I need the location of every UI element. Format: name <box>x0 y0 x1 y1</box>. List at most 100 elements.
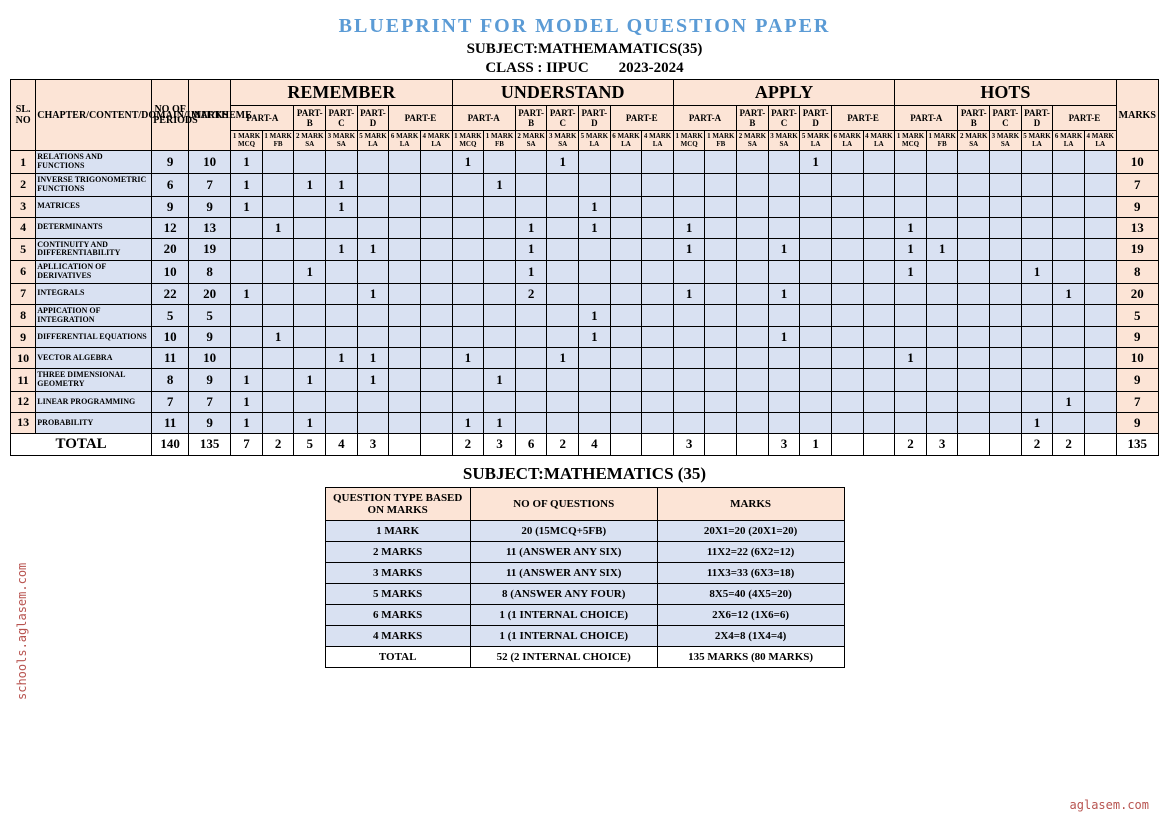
hdr-sub: 5 MARK LA <box>357 131 389 151</box>
cell-periods: 7 <box>152 391 189 412</box>
total-cell <box>958 433 990 455</box>
cell-data <box>420 173 452 196</box>
cell-data <box>420 217 452 238</box>
cell-data <box>831 327 863 348</box>
cell-data <box>926 151 958 174</box>
class-line: CLASS : IIPUC 2023-2024 <box>10 60 1159 77</box>
hdr-part: PART-E <box>610 106 673 131</box>
cell-data <box>1084 304 1116 327</box>
cell-data <box>705 173 737 196</box>
cell-sl: 11 <box>11 369 36 392</box>
cell-data <box>357 196 389 217</box>
hdr-sub: 6 MARK LA <box>610 131 642 151</box>
cell-data <box>1053 261 1085 284</box>
cell-data <box>515 327 547 348</box>
cell-data <box>673 391 705 412</box>
cell-data <box>926 391 958 412</box>
cell-data <box>990 348 1022 369</box>
cell-data <box>895 304 927 327</box>
cell-data <box>484 196 516 217</box>
cell-total: 9 <box>1116 327 1158 348</box>
hdr-sub: 5 MARK LA <box>579 131 611 151</box>
cell-data <box>357 173 389 196</box>
cell-data <box>420 151 452 174</box>
summary-cell: 4 MARKS <box>325 625 470 646</box>
summary-cell: 6 MARKS <box>325 604 470 625</box>
cell-chapter: APPICATION OF INTEGRATION <box>36 304 152 327</box>
cell-chapter: MATRICES <box>36 196 152 217</box>
hdr-sub: 1 MARK MCQ <box>452 131 484 151</box>
cell-data <box>547 217 579 238</box>
cell-data <box>863 348 895 369</box>
cell-data <box>1084 217 1116 238</box>
cell-data <box>579 369 611 392</box>
cell-data <box>895 412 927 433</box>
cell-data <box>673 173 705 196</box>
cell-data <box>357 412 389 433</box>
cell-data <box>768 173 800 196</box>
table-row: 12LINEAR PROGRAMMING77117 <box>11 391 1159 412</box>
cell-data: 1 <box>673 217 705 238</box>
summary-cell: 11 (ANSWER ANY SIX) <box>470 562 657 583</box>
total-label: TOTAL <box>11 433 152 455</box>
total-cell <box>990 433 1022 455</box>
cell-data: 1 <box>231 196 263 217</box>
cell-data <box>958 369 990 392</box>
cell-marks: 7 <box>189 173 231 196</box>
summary-row: 6 MARKS1 (1 INTERNAL CHOICE)2X6=12 (1X6=… <box>325 604 844 625</box>
cell-data <box>800 348 832 369</box>
cell-data <box>705 369 737 392</box>
cell-data <box>958 261 990 284</box>
cell-data <box>420 412 452 433</box>
blueprint-table: SL. NO CHAPTER/CONTENT/DOMAIN/UNIT/THEME… <box>10 79 1159 456</box>
cell-data <box>326 261 358 284</box>
cell-data <box>294 391 326 412</box>
total-cell: 3 <box>673 433 705 455</box>
summary-cell: 3 MARKS <box>325 562 470 583</box>
cell-data <box>768 261 800 284</box>
summary-total-row: TOTAL52 (2 INTERNAL CHOICE)135 MARKS (80… <box>325 646 844 667</box>
cell-data <box>484 304 516 327</box>
cell-periods: 11 <box>152 412 189 433</box>
cell-marks: 9 <box>189 369 231 392</box>
cell-periods: 8 <box>152 369 189 392</box>
total-cell: 2 <box>1021 433 1053 455</box>
cell-periods: 10 <box>152 327 189 348</box>
cell-data <box>737 196 769 217</box>
cell-data <box>863 369 895 392</box>
cell-data <box>800 412 832 433</box>
cell-data <box>389 304 421 327</box>
cell-data <box>737 261 769 284</box>
cell-total: 20 <box>1116 283 1158 304</box>
cell-data <box>990 283 1022 304</box>
cell-marks: 5 <box>189 304 231 327</box>
summary-cell: 1 (1 INTERNAL CHOICE) <box>470 625 657 646</box>
hdr-part: PART-E <box>389 106 452 131</box>
cell-data <box>705 151 737 174</box>
total-cell <box>610 433 642 455</box>
cell-marks: 10 <box>189 151 231 174</box>
cell-data <box>262 238 294 261</box>
cell-data <box>326 304 358 327</box>
cell-data <box>895 327 927 348</box>
hdr-remember: REMEMBER <box>231 80 452 106</box>
cell-data <box>737 348 769 369</box>
cell-data <box>326 391 358 412</box>
cell-chapter: THREE DIMENSIONAL GEOMETRY <box>36 369 152 392</box>
cell-data <box>547 196 579 217</box>
summary-row: 5 MARKS8 (ANSWER ANY FOUR)8X5=40 (4X5=20… <box>325 583 844 604</box>
cell-data <box>389 173 421 196</box>
hdr-part: PART-E <box>831 106 894 131</box>
cell-data <box>642 391 674 412</box>
cell-data <box>420 283 452 304</box>
hdr-understand: UNDERSTAND <box>452 80 673 106</box>
cell-data <box>958 217 990 238</box>
cell-data <box>926 261 958 284</box>
cell-total: 13 <box>1116 217 1158 238</box>
cell-data: 1 <box>579 217 611 238</box>
cell-data <box>420 196 452 217</box>
hdr-sub: 1 MARK MCQ <box>895 131 927 151</box>
cell-data <box>579 261 611 284</box>
cell-data <box>958 196 990 217</box>
hdr-part: PART-C <box>547 106 579 131</box>
